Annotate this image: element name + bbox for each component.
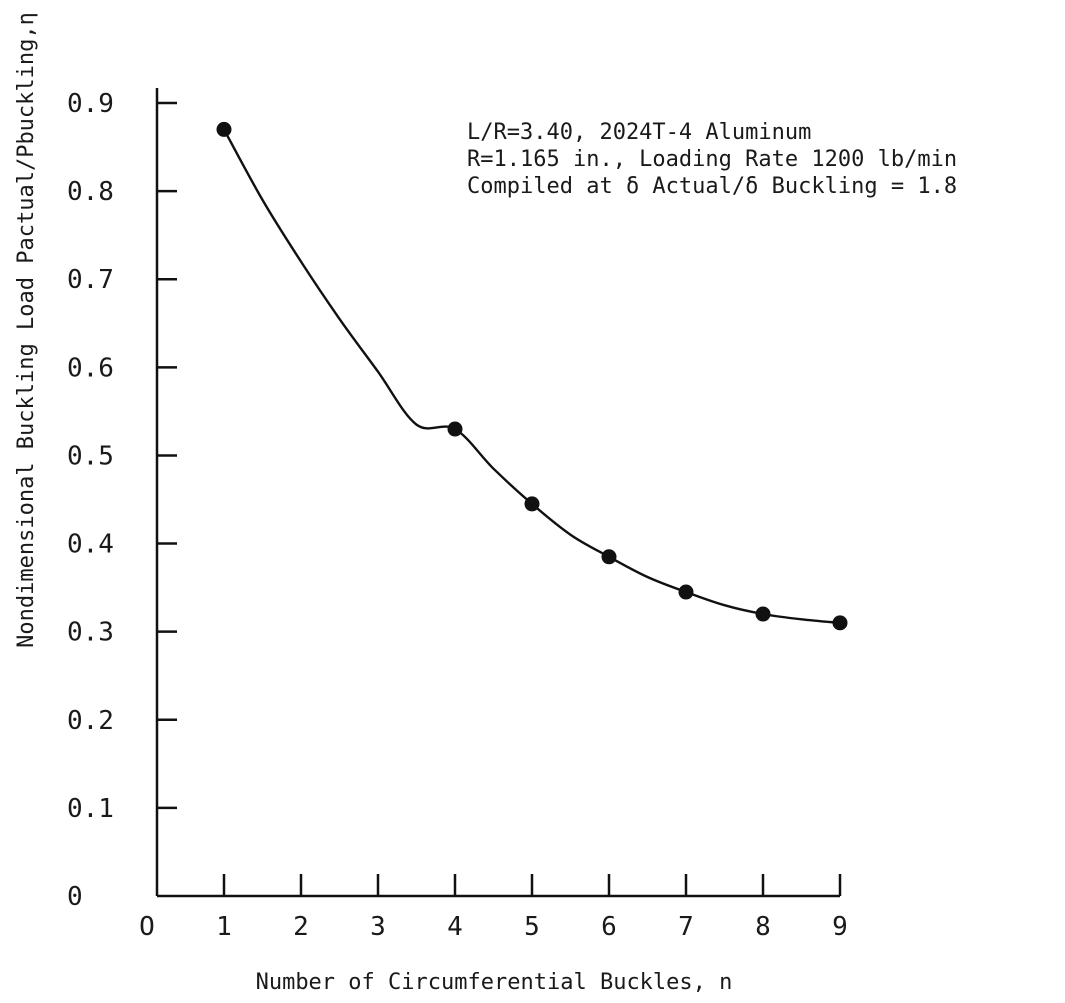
y-axis-title: Nondimensional Buckling Load Pactual/Pbu… [14,12,39,648]
annotation-line-1: L/R=3.40, 2024T-4 Aluminum [467,120,811,145]
x-tick-label: 2 [293,912,309,942]
y-tick-label: 0.5 [67,441,114,471]
x-tick-label: 7 [678,912,694,942]
x-tick-label: 6 [601,912,617,942]
x-ticks: O 1 2 3 4 5 6 7 8 9 [139,874,848,942]
data-point [524,496,540,512]
y-tick-label: 0.2 [67,706,114,736]
y-tick-label: 0.1 [67,794,114,824]
y-tick-label: 0.4 [67,530,114,560]
x-tick-label: 1 [216,912,232,942]
y-tick-label: 0.6 [67,353,114,383]
y-tick-label: 0.8 [67,177,114,207]
fitted-curve [222,128,841,625]
x-tick-label: 4 [447,912,463,942]
annotation-line-3: Compiled at δ Actual/δ Buckling = 1.8 [467,174,957,199]
y-tick-label: 0.9 [67,89,114,119]
data-point [678,584,694,600]
data-point [832,615,848,631]
annotation-block: L/R=3.40, 2024T-4 Aluminum R=1.165 in., … [467,120,957,199]
x-tick-label: O [139,912,155,942]
y-tick-label: 0 [67,882,83,912]
x-axis-title: Number of Circumferential Buckles, n [256,970,733,995]
y-ticks: 0 0.1 0.2 0.3 0.4 0.5 0.6 0.7 0.8 0.9 [67,89,177,912]
series-layer [216,121,848,631]
x-tick-label: 9 [832,912,848,942]
y-tick-label: 0.3 [67,618,114,648]
x-tick-label: 8 [755,912,771,942]
data-point [216,121,232,137]
y-tick-label: 0.7 [67,265,114,295]
x-tick-label: 5 [524,912,540,942]
data-point [601,549,617,565]
data-point [755,606,771,622]
annotation-line-2: R=1.165 in., Loading Rate 1200 lb/min [467,147,957,172]
data-point [447,421,463,437]
x-tick-label: 3 [370,912,386,942]
